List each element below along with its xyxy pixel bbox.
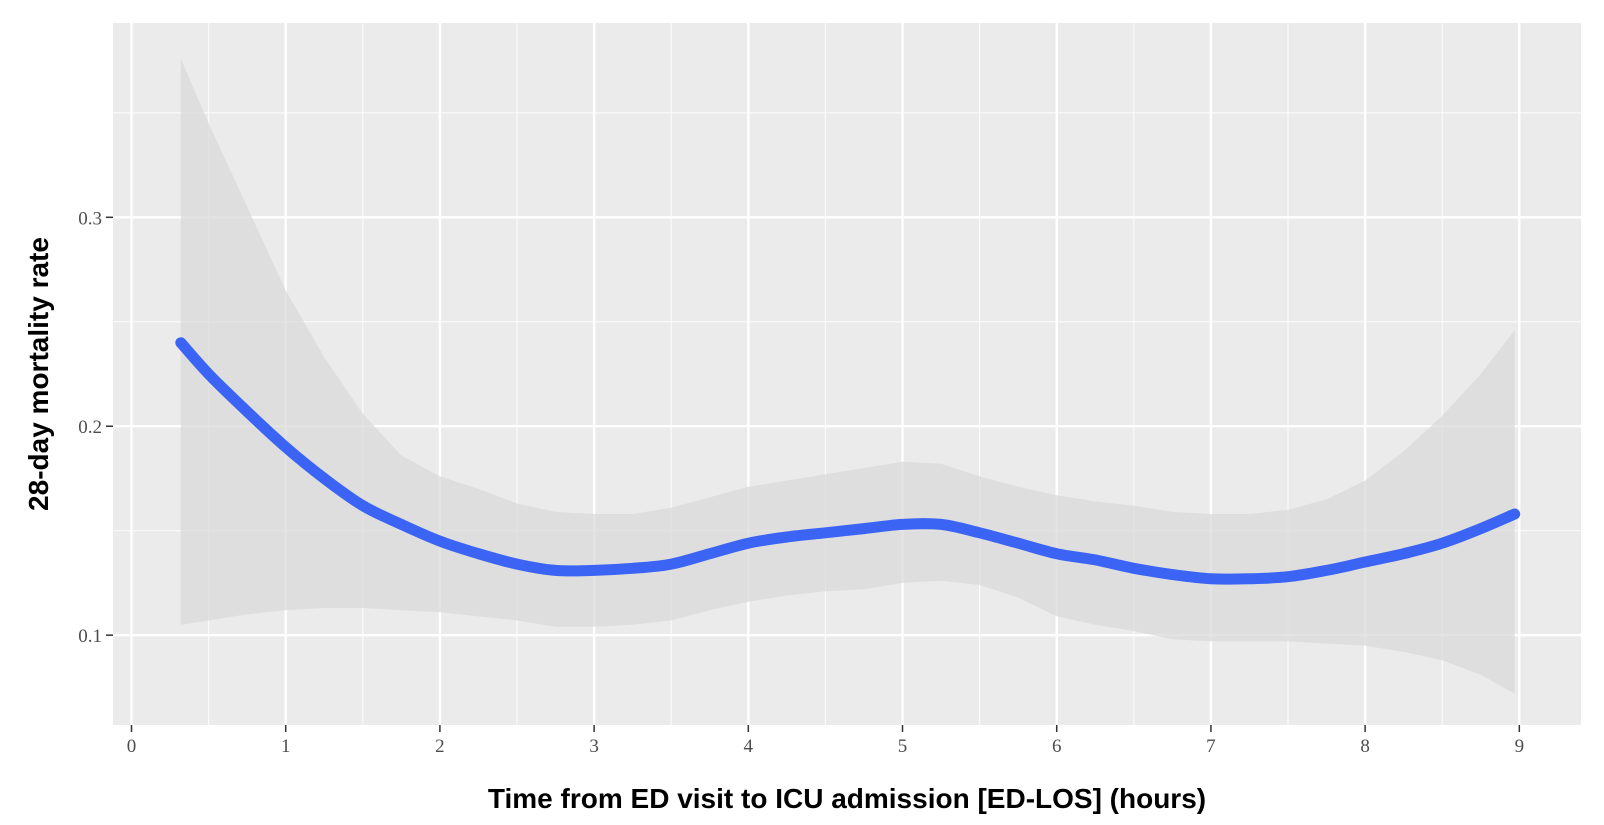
y-tick-label: 0.1 <box>78 626 102 647</box>
y-tick-label: 0.2 <box>78 417 102 438</box>
x-tick-label: 2 <box>435 736 445 757</box>
y-tick-label: 0.3 <box>78 208 102 229</box>
x-tick-label: 1 <box>281 736 291 757</box>
x-tick-label: 7 <box>1206 736 1216 757</box>
x-tick-label: 6 <box>1052 736 1062 757</box>
x-axis-title: Time from ED visit to ICU admission [ED-… <box>488 783 1206 814</box>
smoothed-mortality-line <box>175 337 1521 585</box>
x-tick-label: 3 <box>589 736 599 757</box>
x-axis-ticks: 0 1 2 3 4 5 6 7 8 9 <box>127 725 1524 757</box>
x-tick-label: 9 <box>1515 736 1525 757</box>
x-tick-label: 4 <box>744 736 754 757</box>
y-axis-title: 28-day mortality rate <box>23 237 54 511</box>
x-tick-label: 5 <box>898 736 908 757</box>
confidence-band <box>180 58 1515 694</box>
x-tick-label: 8 <box>1360 736 1370 757</box>
x-tick-label: 0 <box>127 736 137 757</box>
y-axis-ticks: 0.1 0.2 0.3 <box>78 208 113 647</box>
